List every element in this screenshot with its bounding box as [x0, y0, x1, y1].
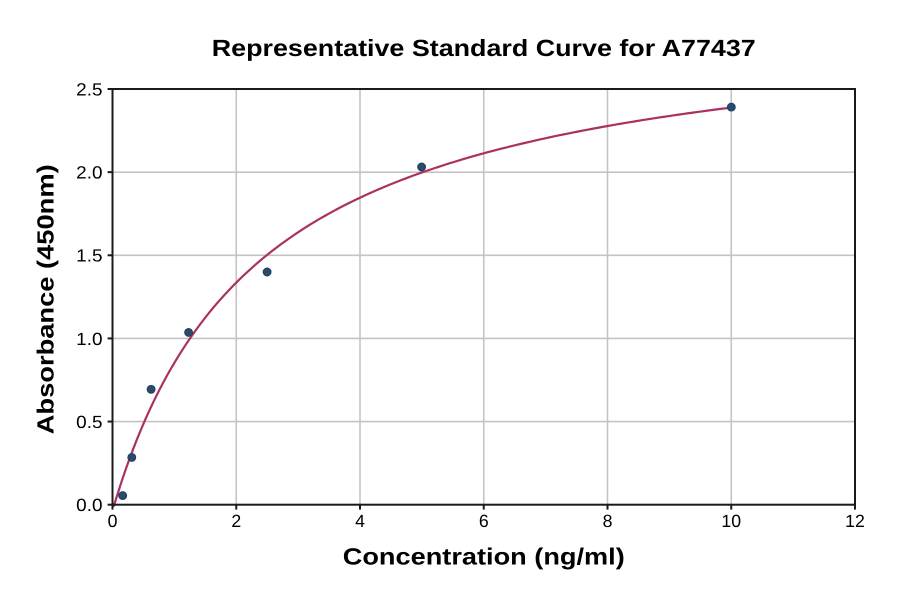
svg-text:6: 6: [479, 511, 489, 531]
svg-text:Concentration (ng/ml): Concentration (ng/ml): [343, 543, 625, 569]
svg-text:0: 0: [108, 511, 118, 531]
svg-text:2.5: 2.5: [76, 79, 102, 99]
svg-text:2: 2: [231, 511, 241, 531]
svg-text:8: 8: [603, 511, 613, 531]
svg-text:1.0: 1.0: [76, 329, 102, 349]
svg-text:0.0: 0.0: [76, 495, 102, 515]
svg-text:0.5: 0.5: [76, 412, 102, 432]
svg-text:2.0: 2.0: [76, 163, 102, 183]
svg-text:Absorbance (450nm): Absorbance (450nm): [32, 164, 58, 434]
svg-text:12: 12: [845, 511, 865, 531]
svg-text:4: 4: [355, 511, 365, 531]
svg-text:10: 10: [721, 511, 741, 531]
svg-text:Representative Standard Curve: Representative Standard Curve for A77437: [212, 35, 756, 61]
svg-text:1.5: 1.5: [76, 246, 102, 266]
